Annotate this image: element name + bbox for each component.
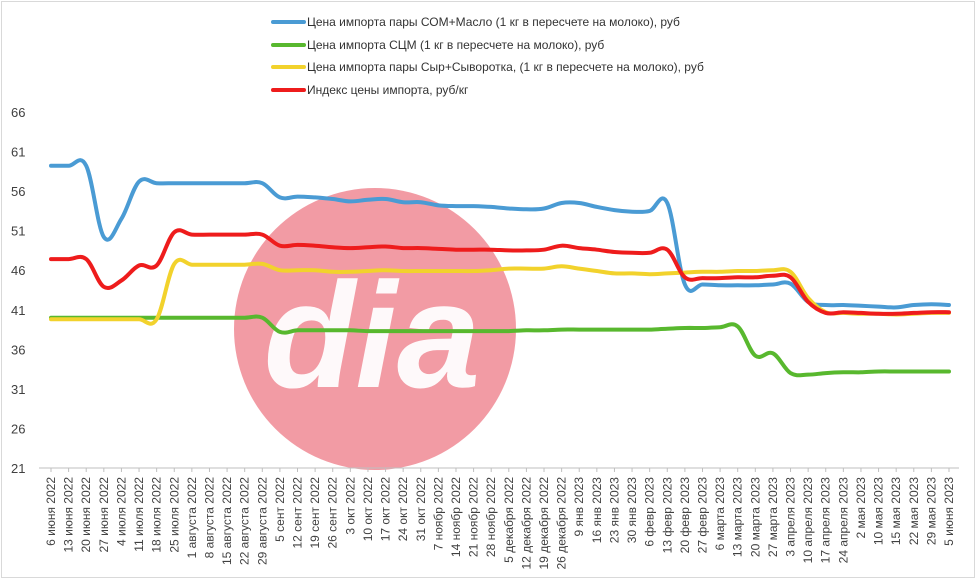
x-tick-label: 3 апреля 2023 xyxy=(784,477,798,557)
x-tick-label: 6 февр 2023 xyxy=(643,477,657,547)
legend-entry-label: Цена импорта пары Сыр+Сыворотка, (1 кг в… xyxy=(307,60,704,74)
x-tick-label: 19 сент 2022 xyxy=(308,477,322,549)
x-tick-label: 19 декабря 2022 xyxy=(537,477,551,570)
x-tick-label: 6 июня 2022 xyxy=(44,477,58,546)
x-tick-label: 26 декабря 2022 xyxy=(555,477,569,570)
x-tick-label: 20 февр 2023 xyxy=(678,477,692,554)
x-tick-label: 26 сент 2022 xyxy=(326,477,340,549)
x-tick-label: 27 марта 2023 xyxy=(766,477,780,557)
y-tick-label: 36 xyxy=(11,342,25,357)
x-tick-label: 29 августа 2022 xyxy=(255,477,269,565)
x-tick-label: 31 окт 2022 xyxy=(414,477,428,542)
y-tick-label: 41 xyxy=(11,303,25,318)
series-line-4 xyxy=(49,228,951,316)
x-tick-label: 27 июня 2022 xyxy=(97,477,111,553)
x-tick-label: 25 июля 2022 xyxy=(167,477,181,553)
x-tick-label: 17 апреля 2023 xyxy=(819,477,833,564)
x-tick-label: 23 янв 2023 xyxy=(607,477,621,544)
x-tick-label: 29 мая 2023 xyxy=(924,477,938,545)
series-line-1 xyxy=(49,158,951,310)
svg-text:dia: dia xyxy=(264,251,481,419)
x-tick-label: 12 декабря 2022 xyxy=(519,477,533,570)
x-tick-label: 6 марта 2023 xyxy=(713,477,727,551)
x-tick-label: 24 апреля 2023 xyxy=(836,477,850,564)
legend-entry-label: Цена импорта пары СОМ+Масло (1 кг в пере… xyxy=(307,15,680,29)
x-tick-label: 11 июля 2022 xyxy=(132,477,146,552)
x-tick-label: 8 августа 2022 xyxy=(202,477,216,559)
y-axis: 21 26 31 36 41 46 51 56 61 66 xyxy=(11,105,25,476)
y-tick-label: 21 xyxy=(11,461,25,476)
x-tick-label: 22 августа 2022 xyxy=(238,477,252,565)
y-tick-label: 26 xyxy=(11,421,25,436)
y-tick-label: 46 xyxy=(11,263,25,278)
dia-watermark-logo: dia xyxy=(234,188,516,470)
x-tick-label: 30 янв 2023 xyxy=(625,477,639,544)
series-layer xyxy=(49,158,951,378)
x-tick-label: 14 ноябр 2022 xyxy=(449,477,463,557)
x-tick-label: 21 ноябр 2022 xyxy=(467,477,481,557)
series-line-3 xyxy=(49,257,951,326)
x-tick-label: 18 июля 2022 xyxy=(150,477,164,553)
x-tick-label: 10 мая 2023 xyxy=(872,477,886,545)
x-tick-label: 13 июня 2022 xyxy=(62,477,76,553)
y-tick-label: 66 xyxy=(11,105,25,120)
y-tick-label: 31 xyxy=(11,382,25,397)
x-tick-label: 15 мая 2023 xyxy=(889,477,903,545)
x-tick-label: 27 февр 2023 xyxy=(695,477,709,554)
x-tick-label: 5 декабря 2022 xyxy=(502,477,516,563)
x-tick-label: 16 янв 2023 xyxy=(590,477,604,544)
x-tick-label: 9 янв 2023 xyxy=(572,477,586,537)
x-tick-label: 5 июня 2023 xyxy=(942,477,956,546)
x-tick-label: 28 ноябр 2022 xyxy=(484,477,498,557)
legend-entry-label: Цена импорта СЦМ (1 кг в пересчете на мо… xyxy=(307,38,604,52)
x-tick-label: 24 окт 2022 xyxy=(396,477,410,542)
x-tick-label: 20 марта 2023 xyxy=(748,477,762,557)
x-tick-label: 13 февр 2023 xyxy=(660,477,674,554)
chart-legend: Цена импорта пары СОМ+Масло (1 кг в пере… xyxy=(271,15,704,97)
x-tick-label: 5 сент 2022 xyxy=(273,477,287,542)
x-tick-label: 22 мая 2023 xyxy=(907,477,921,545)
x-tick-label: 1 августа 2022 xyxy=(185,477,199,559)
x-tick-label: 17 окт 2022 xyxy=(379,477,393,542)
x-tick-label: 10 окт 2022 xyxy=(361,477,375,542)
x-tick-label: 3 окт 2022 xyxy=(343,477,357,535)
legend-entry-label: Индекс цены импорта, руб/кг xyxy=(307,83,469,97)
y-tick-label: 61 xyxy=(11,145,25,160)
x-tick-label: 20 июня 2022 xyxy=(79,477,93,553)
x-tick-label: 12 сент 2022 xyxy=(291,477,305,549)
y-tick-label: 56 xyxy=(11,184,25,199)
y-tick-label: 51 xyxy=(11,224,25,239)
x-tick-label: 15 августа 2022 xyxy=(220,477,234,565)
x-tick-label: 10 апреля 2023 xyxy=(801,477,815,564)
x-tick-label: 2 мая 2023 xyxy=(854,477,868,539)
series-line-2 xyxy=(49,314,951,378)
x-tick-label: 13 марта 2023 xyxy=(731,477,745,557)
x-axis: 6 июня 2022 13 июня 2022 20 июня 2022 27 ию… xyxy=(39,467,959,570)
x-tick-label: 7 ноябр 2022 xyxy=(431,477,445,551)
x-tick-label: 4 июля 2022 xyxy=(114,477,128,546)
